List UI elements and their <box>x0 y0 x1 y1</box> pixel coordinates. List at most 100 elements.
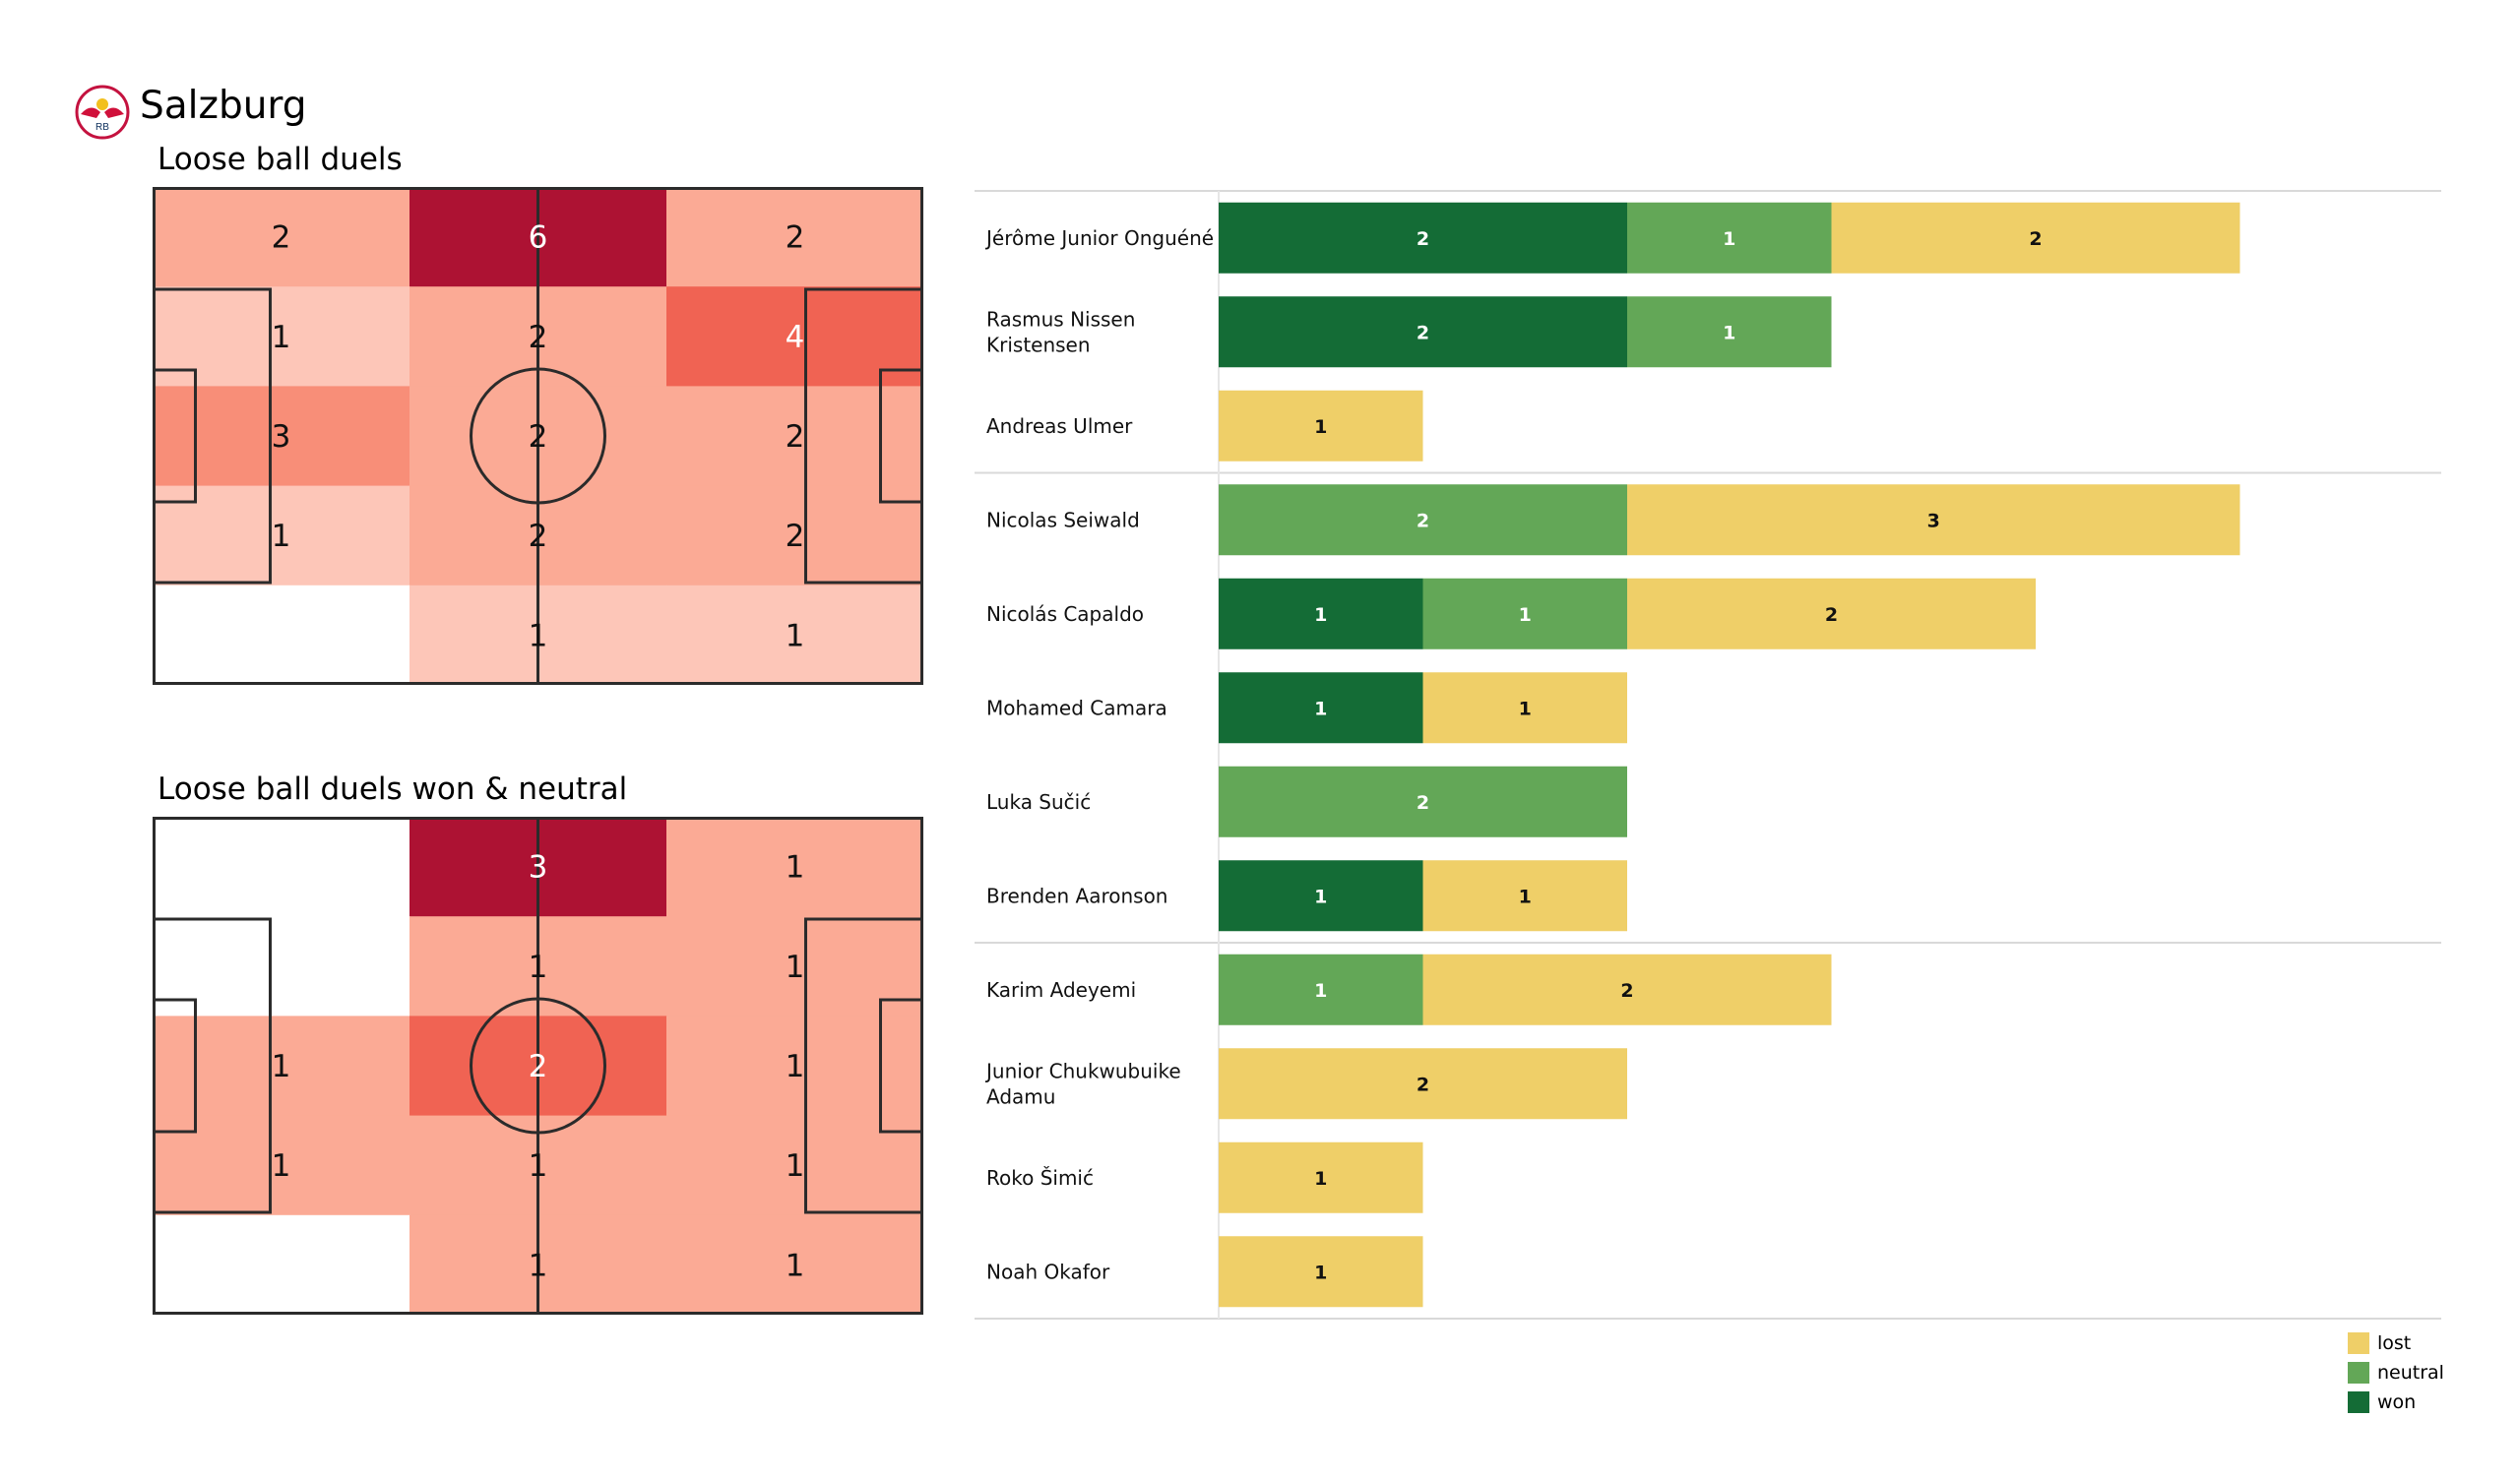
heatmap-value: 2 <box>786 519 805 554</box>
legend-swatch-neutral <box>2348 1362 2369 1384</box>
heatmap-value: 1 <box>272 1049 291 1084</box>
player-label-line: Junior Chukwubuike <box>984 1059 1181 1082</box>
heatmap-pitch-loose-ball-duels: 2 6 2 1 2 4 3 2 2 1 2 2 1 1 <box>153 187 923 685</box>
player-label-line: Mohamed Camara <box>986 696 1167 719</box>
player-label-line: Nicolás Capaldo <box>986 602 1144 626</box>
bar-segment-won <box>1219 202 1627 274</box>
player-label-line: Nicolas Seiwald <box>986 508 1140 531</box>
player-label-line: Adamu <box>986 1084 1055 1108</box>
bar-segment-won <box>1219 296 1627 368</box>
heatmap-cell <box>666 187 923 287</box>
heatmap-title-loose-ball-duels: Loose ball duels <box>158 142 403 177</box>
bar-value-label: 1 <box>1723 322 1735 343</box>
legend-swatch-lost <box>2348 1332 2369 1354</box>
legend-item-neutral: neutral <box>2348 1358 2444 1388</box>
player-label: Nicolás Capaldo <box>986 602 1144 626</box>
heatmap-value: 2 <box>529 320 548 355</box>
player-label-line: Jérôme Junior Onguéné <box>984 226 1214 250</box>
team-title: Salzburg <box>140 84 307 128</box>
player-label: Nicolas Seiwald <box>986 508 1140 531</box>
logo-sun <box>96 98 108 110</box>
heatmap-cell <box>153 187 410 287</box>
player-label: Roko Šimić <box>986 1166 1094 1190</box>
bar-value-label: 2 <box>1417 510 1429 531</box>
player-label-line: Rasmus Nissen <box>986 307 1135 331</box>
bar-segment-neutral <box>1219 484 1627 556</box>
bar-segment-neutral <box>1219 766 1627 837</box>
heatmap-value: 1 <box>786 950 805 985</box>
heatmap-value: 2 <box>529 419 548 455</box>
heatmap-value: 4 <box>786 320 805 355</box>
bar-segment-won <box>1219 672 1423 744</box>
bar-value-label: 1 <box>1314 1168 1327 1190</box>
bar-segment-lost <box>1219 1236 1423 1308</box>
heatmap-value: 2 <box>272 220 291 256</box>
heatmap-title-won-neutral: Loose ball duels won & neutral <box>158 771 628 807</box>
bar-segment-lost <box>1422 860 1627 932</box>
legend-swatch-won <box>2348 1391 2369 1413</box>
bar-value-label: 2 <box>1825 604 1838 626</box>
player-label: Mohamed Camara <box>986 696 1167 719</box>
bar-value-label: 1 <box>1519 604 1532 626</box>
player-label-line: Andreas Ulmer <box>986 414 1133 438</box>
heatmap-value: 1 <box>272 519 291 554</box>
bar-segment-won <box>1219 860 1423 932</box>
center-circle <box>470 367 606 505</box>
heatmap-value: 1 <box>529 1148 548 1184</box>
player-label: Karim Adeyemi <box>986 978 1136 1002</box>
heatmap-cell <box>153 1214 410 1315</box>
logo-text: RB <box>95 122 109 133</box>
player-label: Rasmus Nissen Kristensen <box>986 307 1135 356</box>
player-label: Noah Okafor <box>986 1260 1110 1283</box>
heatmap-value: 2 <box>529 1049 548 1084</box>
legend-item-lost: lost <box>2348 1328 2444 1358</box>
logo-ring <box>75 85 130 140</box>
bar-value-label: 1 <box>1314 886 1327 907</box>
heatmap-value: 1 <box>786 1148 805 1184</box>
bar-value-label: 2 <box>1417 228 1429 250</box>
player-label: Andreas Ulmer <box>986 414 1133 438</box>
heatmap-value: 1 <box>786 1049 805 1084</box>
heatmap-value: 1 <box>272 320 291 355</box>
legend-label-neutral: neutral <box>2377 1362 2444 1384</box>
bar-value-label: 1 <box>1314 1262 1327 1283</box>
bar-value-label: 2 <box>1417 1074 1429 1095</box>
bar-segment-neutral <box>1422 578 1627 649</box>
bar-value-label: 1 <box>1723 228 1735 250</box>
stacked-bar-chart: Jérôme Junior Onguéné 2 1 2 Rasmus Nissen Kri… <box>975 190 2441 1320</box>
heatmap-cell <box>153 585 410 685</box>
bar-value-label: 2 <box>1417 322 1429 343</box>
heatmap-pitch-won-neutral: 3 1 1 1 1 2 1 1 1 1 1 1 <box>153 817 923 1315</box>
left-goal-box <box>153 368 197 504</box>
heatmap-value: 1 <box>529 618 548 653</box>
heatmap-value: 3 <box>529 850 548 886</box>
bar-segment-lost <box>1422 672 1627 744</box>
heatmap-value: 2 <box>529 519 548 554</box>
right-goal-box <box>879 998 923 1134</box>
heatmap-value: 2 <box>786 419 805 455</box>
player-label-line: Kristensen <box>986 333 1091 356</box>
bar-value-label: 2 <box>1417 792 1429 814</box>
heatmap-value: 1 <box>529 1248 548 1283</box>
heatmap-value: 1 <box>529 950 548 985</box>
bar-value-label: 1 <box>1314 980 1327 1002</box>
player-label: Luka Sučić <box>986 790 1091 814</box>
legend-item-won: won <box>2348 1388 2444 1417</box>
heatmap-value: 2 <box>786 220 805 256</box>
player-label-line: Karim Adeyemi <box>986 978 1136 1002</box>
bar-segment-lost <box>1219 390 1423 462</box>
bar-value-label: 3 <box>1927 510 1940 531</box>
heatmap-cell <box>153 817 410 917</box>
heatmap-cell <box>666 1214 923 1315</box>
logo-bull-right <box>104 107 124 118</box>
heatmap-value: 3 <box>272 419 291 455</box>
bar-value-label: 1 <box>1519 698 1532 719</box>
bar-value-label: 1 <box>1314 604 1327 626</box>
pitch-markings <box>153 187 923 685</box>
bar-segment-won <box>1219 578 1423 649</box>
bar-segment-neutral <box>1627 296 1832 368</box>
player-label-line: Brenden Aaronson <box>986 884 1167 907</box>
logo-bull-left <box>81 107 100 118</box>
bar-segment-lost <box>1422 954 1832 1025</box>
bar-value-label: 1 <box>1314 698 1327 719</box>
